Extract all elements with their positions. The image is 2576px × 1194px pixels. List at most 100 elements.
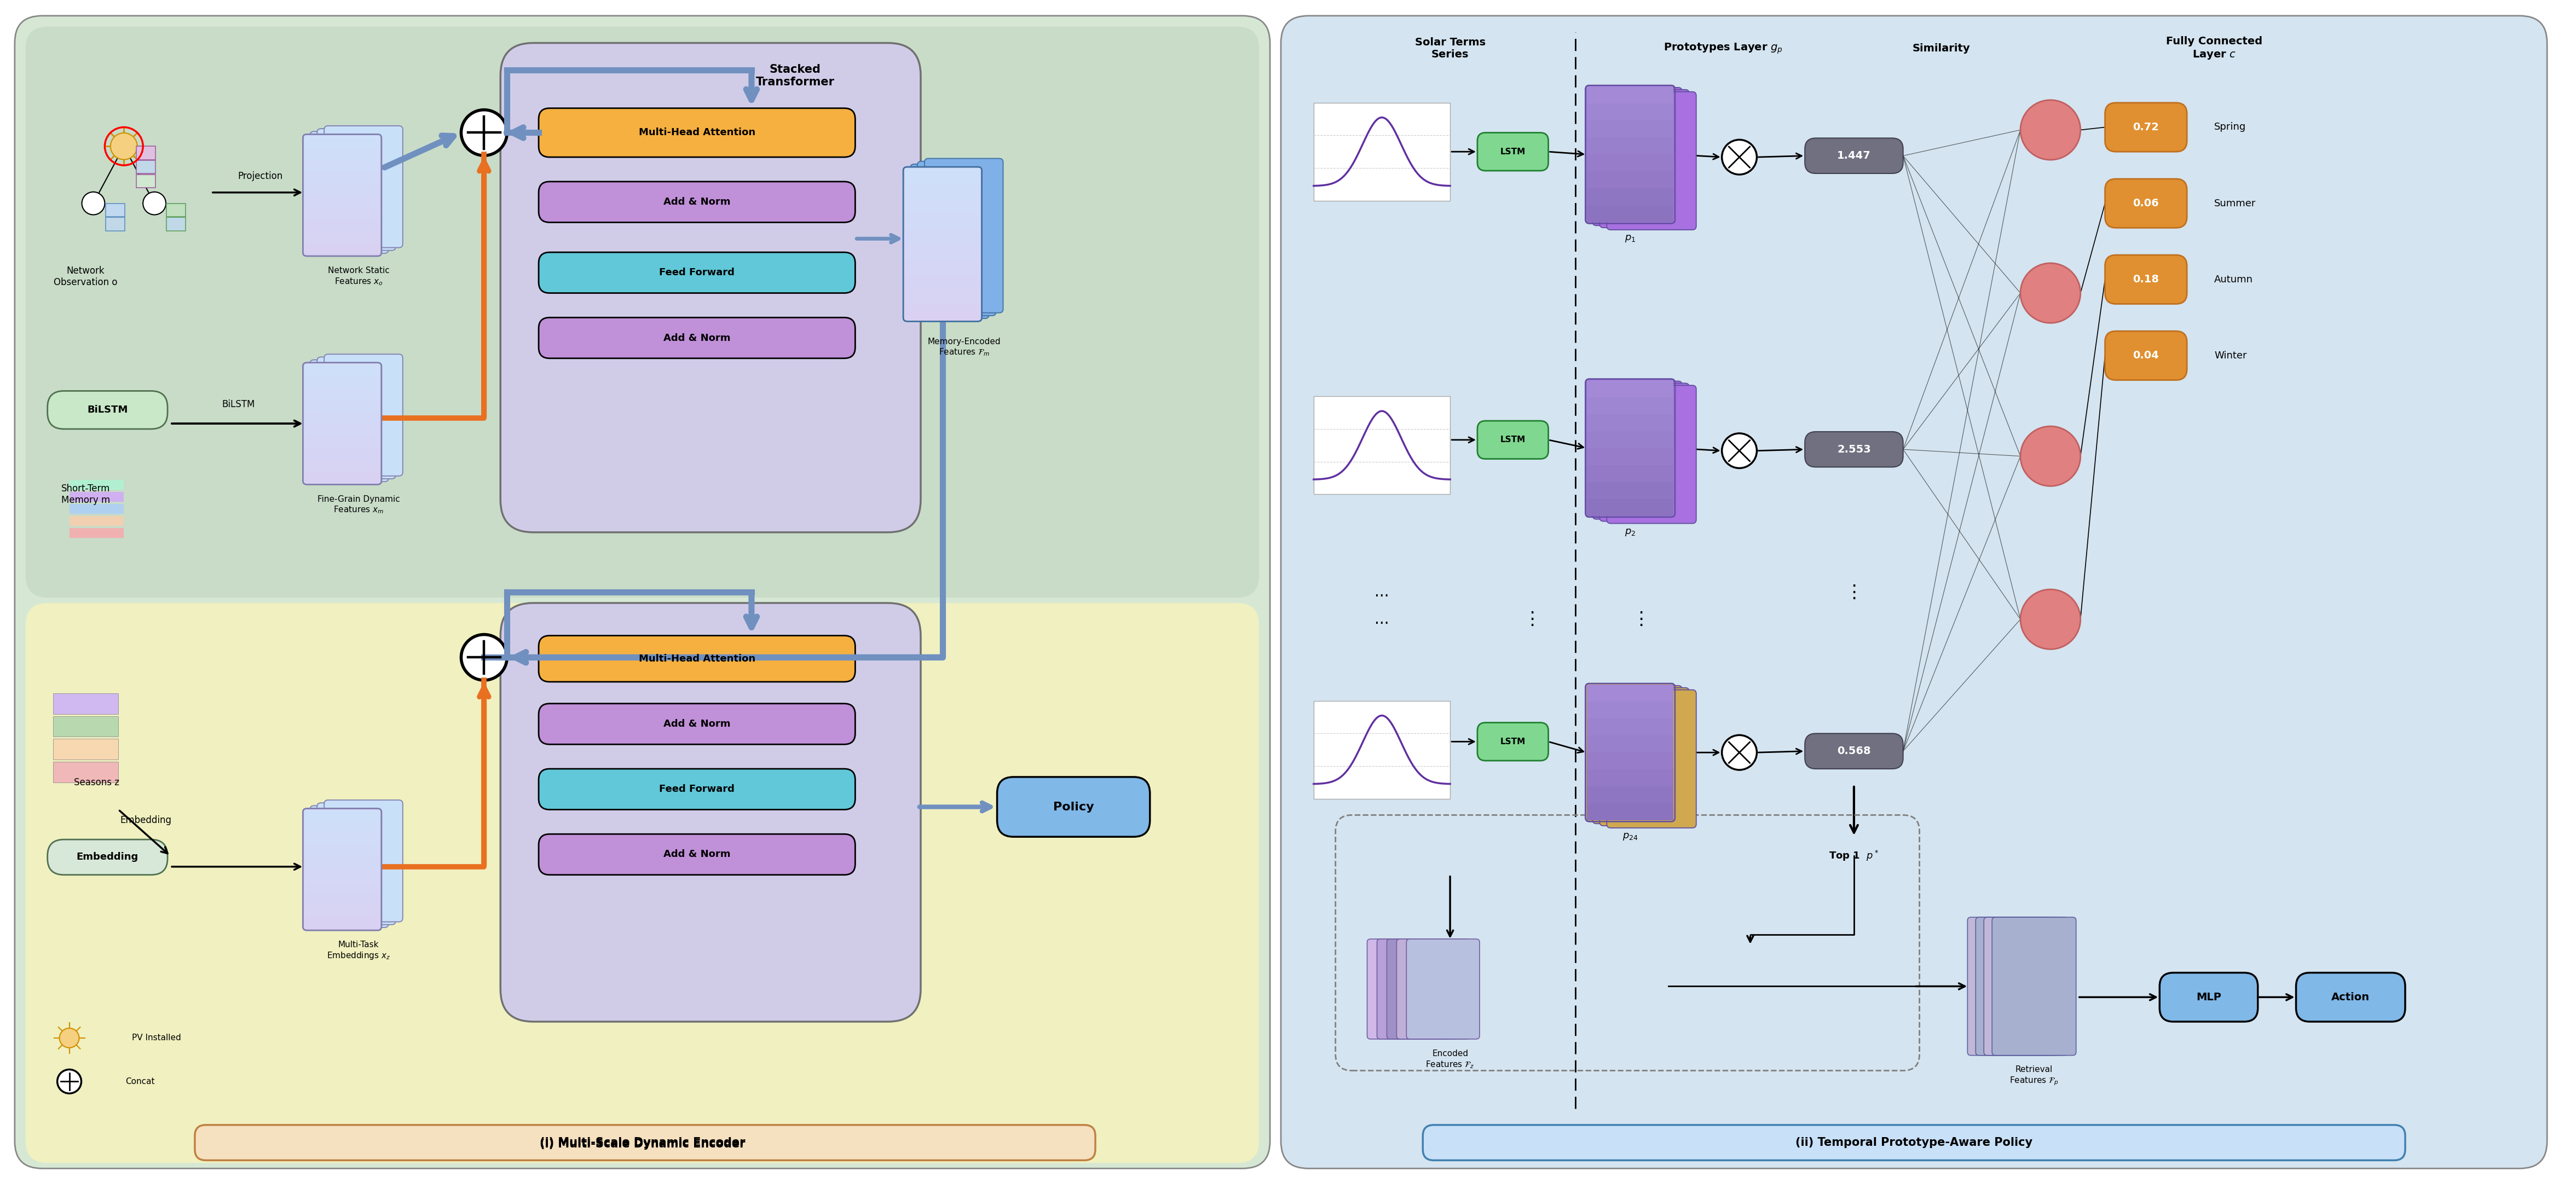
Circle shape bbox=[111, 133, 137, 160]
FancyBboxPatch shape bbox=[1587, 684, 1674, 702]
Text: Solar Terms
Series: Solar Terms Series bbox=[1414, 37, 1486, 60]
Bar bbox=[54, 694, 118, 714]
FancyBboxPatch shape bbox=[1587, 121, 1674, 137]
Bar bbox=[70, 504, 124, 513]
FancyBboxPatch shape bbox=[904, 275, 981, 290]
FancyBboxPatch shape bbox=[304, 400, 379, 412]
FancyBboxPatch shape bbox=[538, 769, 855, 810]
Text: Top 1  $p^*$: Top 1 $p^*$ bbox=[1829, 849, 1878, 862]
FancyBboxPatch shape bbox=[1607, 690, 1695, 827]
Text: Summer: Summer bbox=[2215, 198, 2257, 208]
Text: Stacked
Transformer: Stacked Transformer bbox=[755, 63, 835, 87]
FancyBboxPatch shape bbox=[997, 777, 1149, 837]
FancyBboxPatch shape bbox=[304, 472, 379, 484]
Text: Spring: Spring bbox=[2215, 122, 2246, 133]
Text: 1.447: 1.447 bbox=[1837, 150, 1870, 161]
Text: Add & Norm: Add & Norm bbox=[665, 719, 732, 728]
Circle shape bbox=[2020, 590, 2081, 650]
Bar bbox=[167, 203, 185, 216]
Bar bbox=[1314, 103, 1450, 201]
FancyBboxPatch shape bbox=[1587, 431, 1674, 448]
Text: 0.568: 0.568 bbox=[1837, 746, 1870, 756]
FancyBboxPatch shape bbox=[304, 905, 379, 917]
Bar bbox=[137, 174, 155, 187]
Text: 0.04: 0.04 bbox=[2133, 350, 2159, 361]
Text: Multi-Head Attention: Multi-Head Attention bbox=[639, 128, 755, 137]
Text: $p_2$: $p_2$ bbox=[1625, 528, 1636, 537]
Circle shape bbox=[144, 192, 165, 215]
Bar bbox=[54, 716, 118, 737]
FancyBboxPatch shape bbox=[904, 183, 981, 198]
Bar bbox=[167, 217, 185, 230]
Text: Memory-Encoded
Features $\mathcal{F}_m$: Memory-Encoded Features $\mathcal{F}_m$ bbox=[927, 338, 1002, 357]
FancyBboxPatch shape bbox=[2105, 256, 2187, 304]
Text: $p_{24}$: $p_{24}$ bbox=[1623, 832, 1638, 842]
FancyBboxPatch shape bbox=[1587, 154, 1674, 172]
FancyBboxPatch shape bbox=[2105, 331, 2187, 380]
FancyBboxPatch shape bbox=[1600, 688, 1690, 826]
FancyBboxPatch shape bbox=[904, 167, 981, 321]
FancyBboxPatch shape bbox=[1984, 917, 2069, 1055]
FancyBboxPatch shape bbox=[1479, 420, 1548, 458]
FancyBboxPatch shape bbox=[1584, 378, 1674, 517]
FancyBboxPatch shape bbox=[1386, 938, 1461, 1039]
FancyBboxPatch shape bbox=[304, 845, 379, 857]
Text: Embedding: Embedding bbox=[77, 853, 139, 862]
FancyBboxPatch shape bbox=[904, 259, 981, 275]
FancyBboxPatch shape bbox=[1968, 917, 2050, 1055]
FancyBboxPatch shape bbox=[904, 304, 981, 320]
FancyBboxPatch shape bbox=[1587, 499, 1674, 516]
FancyBboxPatch shape bbox=[1587, 380, 1674, 398]
FancyBboxPatch shape bbox=[304, 171, 379, 183]
Circle shape bbox=[1721, 736, 1757, 770]
FancyBboxPatch shape bbox=[1587, 719, 1674, 736]
Text: Seasons z: Seasons z bbox=[75, 777, 118, 787]
Text: Multi-Task
Embeddings $x_z$: Multi-Task Embeddings $x_z$ bbox=[327, 941, 392, 961]
FancyBboxPatch shape bbox=[15, 16, 1270, 1169]
FancyBboxPatch shape bbox=[1396, 938, 1471, 1039]
FancyBboxPatch shape bbox=[304, 244, 379, 256]
Text: Add & Norm: Add & Norm bbox=[665, 849, 732, 860]
FancyBboxPatch shape bbox=[304, 220, 379, 232]
FancyBboxPatch shape bbox=[1406, 938, 1479, 1039]
FancyBboxPatch shape bbox=[304, 363, 381, 485]
FancyBboxPatch shape bbox=[304, 808, 381, 930]
Circle shape bbox=[1721, 140, 1757, 174]
Bar bbox=[137, 160, 155, 173]
Text: 2.553: 2.553 bbox=[1837, 444, 1870, 455]
Circle shape bbox=[2020, 263, 2081, 322]
FancyBboxPatch shape bbox=[2105, 179, 2187, 228]
FancyBboxPatch shape bbox=[917, 161, 997, 315]
FancyBboxPatch shape bbox=[538, 318, 855, 358]
Text: Projection: Projection bbox=[237, 171, 283, 181]
FancyBboxPatch shape bbox=[304, 363, 381, 485]
FancyBboxPatch shape bbox=[1479, 722, 1548, 761]
FancyBboxPatch shape bbox=[500, 43, 920, 533]
FancyBboxPatch shape bbox=[1592, 87, 1682, 226]
FancyBboxPatch shape bbox=[317, 802, 397, 924]
FancyBboxPatch shape bbox=[304, 195, 379, 207]
Text: ⋮: ⋮ bbox=[1522, 610, 1540, 628]
FancyBboxPatch shape bbox=[1991, 917, 2076, 1055]
FancyBboxPatch shape bbox=[304, 917, 379, 929]
Text: 0.18: 0.18 bbox=[2133, 275, 2159, 284]
Text: Add & Norm: Add & Norm bbox=[665, 333, 732, 343]
Text: Prototypes Layer $g_p$: Prototypes Layer $g_p$ bbox=[1664, 42, 1783, 55]
Text: Short-Term
Memory m: Short-Term Memory m bbox=[62, 484, 111, 505]
FancyBboxPatch shape bbox=[309, 359, 389, 481]
FancyBboxPatch shape bbox=[904, 168, 981, 183]
Text: (ii) Temporal Prototype-Aware Policy: (ii) Temporal Prototype-Aware Policy bbox=[1795, 1137, 2032, 1149]
FancyBboxPatch shape bbox=[1592, 381, 1682, 519]
FancyBboxPatch shape bbox=[304, 857, 379, 869]
FancyBboxPatch shape bbox=[26, 603, 1260, 1163]
FancyBboxPatch shape bbox=[304, 881, 379, 893]
Text: Network
Observation o: Network Observation o bbox=[54, 266, 118, 288]
FancyBboxPatch shape bbox=[1600, 90, 1690, 228]
FancyBboxPatch shape bbox=[1587, 137, 1674, 154]
Bar bbox=[137, 146, 155, 160]
FancyBboxPatch shape bbox=[304, 388, 379, 400]
FancyBboxPatch shape bbox=[304, 869, 379, 881]
Text: BiLSTM: BiLSTM bbox=[88, 405, 129, 414]
Text: BiLSTM: BiLSTM bbox=[222, 400, 255, 410]
Text: PV Installed: PV Installed bbox=[131, 1034, 180, 1042]
